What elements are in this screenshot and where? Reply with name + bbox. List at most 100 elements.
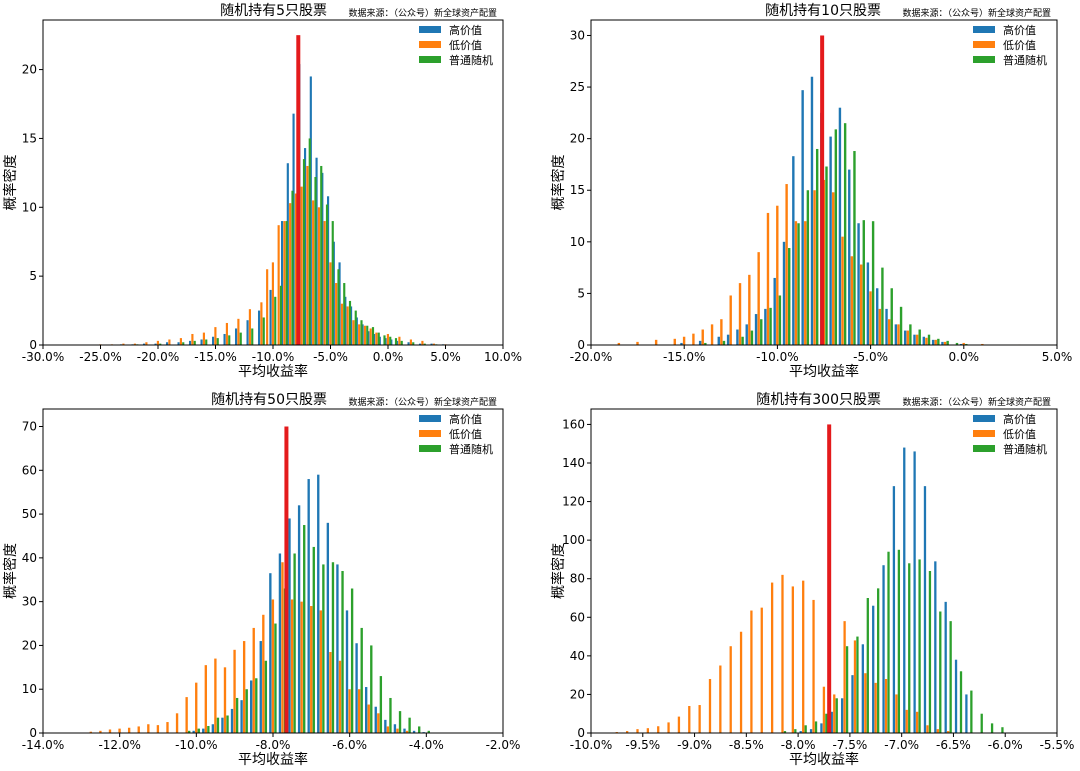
bar xyxy=(432,343,435,345)
mean-marker-line xyxy=(820,35,825,345)
bar xyxy=(193,340,196,345)
bar xyxy=(127,727,131,733)
bar xyxy=(195,682,198,733)
bar xyxy=(934,561,937,733)
legend-swatch xyxy=(973,41,995,48)
bar xyxy=(308,138,311,345)
bar xyxy=(850,256,854,345)
x-tick-label: -20.0% xyxy=(137,350,179,364)
series-3 xyxy=(783,549,1004,733)
chart-source-note: 数据来源：（公众号）新全球资产配置 xyxy=(348,7,497,19)
bar xyxy=(915,334,919,345)
legend-swatch xyxy=(419,56,441,63)
y-tick-label: 40 xyxy=(570,649,585,663)
bar xyxy=(396,728,399,733)
bar xyxy=(946,340,949,345)
x-tick-label: -8.0% xyxy=(781,738,816,752)
bar xyxy=(937,338,940,345)
bar xyxy=(834,129,838,345)
bar xyxy=(211,336,215,345)
bar xyxy=(928,571,932,733)
bar xyxy=(320,165,323,345)
legend-label: 低价值 xyxy=(1003,39,1036,52)
bar xyxy=(903,330,907,345)
bar xyxy=(310,606,313,733)
bar xyxy=(302,159,306,345)
bar xyxy=(137,726,140,733)
bar xyxy=(708,679,712,733)
bar xyxy=(884,679,888,733)
x-tick-label: -8.5% xyxy=(729,738,764,752)
bar xyxy=(262,614,265,733)
y-tick-label: 60 xyxy=(22,463,37,477)
y-tick-label: 20 xyxy=(22,63,37,77)
bar xyxy=(166,722,169,733)
bar xyxy=(878,308,882,345)
bar xyxy=(959,343,963,345)
bar xyxy=(802,580,805,733)
legend-swatch xyxy=(973,26,995,33)
bar xyxy=(239,332,242,345)
bar xyxy=(934,339,937,345)
bar xyxy=(887,319,891,345)
bar xyxy=(285,221,288,345)
bar xyxy=(897,324,900,345)
bar xyxy=(427,730,430,733)
x-tick-label: -6.0% xyxy=(332,738,367,752)
y-tick-label: 160 xyxy=(562,417,585,431)
y-axis-label: 概率密度 xyxy=(550,155,567,211)
y-tick-label: 15 xyxy=(570,183,585,197)
y-tick-label: 10 xyxy=(22,200,37,214)
bar xyxy=(407,342,410,345)
x-tick-label: -9.0% xyxy=(677,738,712,752)
x-tick-label: -9.5% xyxy=(625,738,660,752)
x-tick-label: -15.0% xyxy=(194,350,236,364)
bar xyxy=(366,325,369,345)
bar xyxy=(264,660,268,733)
bar xyxy=(776,205,779,345)
bar xyxy=(769,307,772,345)
legend-label: 普通随机 xyxy=(1003,442,1047,456)
series-1 xyxy=(192,474,425,733)
bar xyxy=(370,645,373,733)
bar xyxy=(394,338,398,345)
chart-title-group: 数据来源：（公众号）新全球资产配置 随机持有10只股票 xyxy=(765,3,1051,19)
x-tick-label: 10.0% xyxy=(484,350,522,364)
bar xyxy=(869,291,872,345)
bar xyxy=(906,330,909,345)
bar xyxy=(905,709,908,733)
bar xyxy=(204,665,207,733)
bar xyxy=(913,451,916,733)
bar xyxy=(246,320,249,345)
x-tick-label: -10.0% xyxy=(252,350,294,364)
bar xyxy=(418,343,422,345)
bar xyxy=(188,730,191,733)
legend-swatch xyxy=(419,445,441,452)
bar xyxy=(757,252,760,345)
bar xyxy=(122,343,125,345)
bar xyxy=(400,340,403,345)
bar xyxy=(259,641,262,733)
bar xyxy=(323,221,326,345)
legend-label: 低价值 xyxy=(1003,428,1036,441)
legend-swatch xyxy=(419,41,441,48)
bar xyxy=(326,522,330,733)
bar xyxy=(271,599,275,733)
bar xyxy=(240,700,243,733)
bar xyxy=(830,711,833,733)
bar xyxy=(965,343,968,345)
bar xyxy=(861,644,864,733)
bar xyxy=(895,694,898,733)
x-tick-label: -5.0% xyxy=(313,350,348,364)
x-axis-label: 平均收益率 xyxy=(789,751,859,768)
series-3 xyxy=(188,525,430,733)
bar xyxy=(279,285,283,345)
bar xyxy=(377,332,380,345)
bar xyxy=(182,342,185,345)
bar xyxy=(278,553,282,733)
bar xyxy=(760,607,763,733)
bar xyxy=(804,221,807,345)
